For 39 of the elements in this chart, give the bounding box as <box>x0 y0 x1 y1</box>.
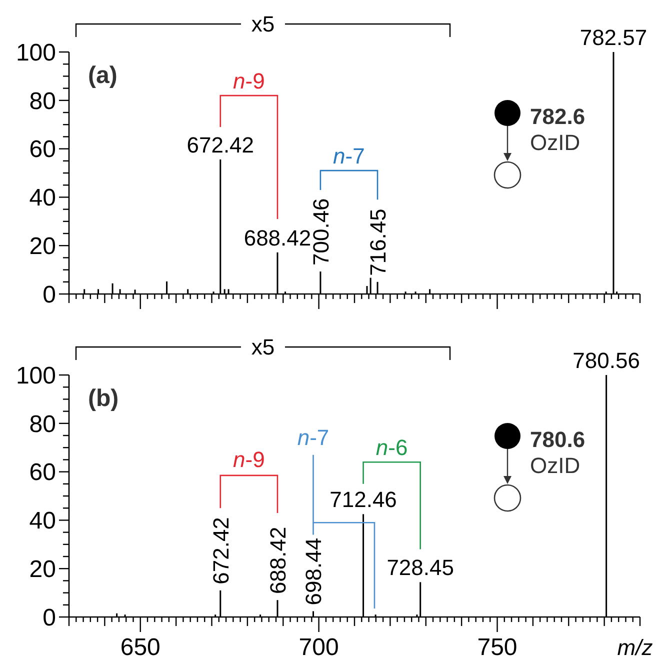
x-axis-title: m/z <box>617 635 653 659</box>
annotation: n-7 <box>297 425 330 450</box>
y-tick-label: 0 <box>42 604 56 632</box>
y-tick-label: 100 <box>16 362 56 390</box>
annotation: 780.6 <box>530 427 586 452</box>
y-tick-label: 80 <box>29 410 56 438</box>
annotation: n-7 <box>333 143 365 168</box>
annotation: 716.45 <box>365 208 390 276</box>
annotation: 688.42 <box>244 225 312 250</box>
annotation: OzID <box>530 453 580 478</box>
annotation: (a) <box>88 62 118 89</box>
annotation: n-9 <box>233 68 265 94</box>
annotation: 712.46 <box>330 487 397 512</box>
annotation: n-6 <box>376 434 408 460</box>
annotation: 782.57 <box>580 25 648 50</box>
y-tick-label: 60 <box>29 136 56 164</box>
y-tick-label: 40 <box>29 184 56 212</box>
annotation: 782.6 <box>530 104 586 129</box>
x-tick-label: 650 <box>120 634 160 659</box>
annotation: OzID <box>530 130 580 155</box>
annotation: 672.42 <box>186 132 254 158</box>
y-tick-label: 60 <box>29 459 56 486</box>
annotation: (b) <box>88 385 119 412</box>
x-tick-label: 700 <box>298 634 339 659</box>
y-tick-label: 40 <box>29 508 56 535</box>
y-tick-label: 0 <box>42 281 56 308</box>
annotation: 698.44 <box>301 538 326 606</box>
y-tick-label: 80 <box>29 88 56 115</box>
y-tick-label: 20 <box>29 233 56 260</box>
text: x5 <box>251 12 275 37</box>
annotation: 728.45 <box>386 555 454 580</box>
text: x5 <box>251 334 275 360</box>
x-tick-label: 750 <box>477 634 518 659</box>
annotation: 780.56 <box>572 348 640 373</box>
annotation: 672.42 <box>208 517 234 584</box>
annotation: n-9 <box>233 446 265 472</box>
annotation: 688.42 <box>265 526 290 594</box>
y-tick-label: 20 <box>29 556 56 583</box>
y-tick-label: 100 <box>16 39 56 66</box>
